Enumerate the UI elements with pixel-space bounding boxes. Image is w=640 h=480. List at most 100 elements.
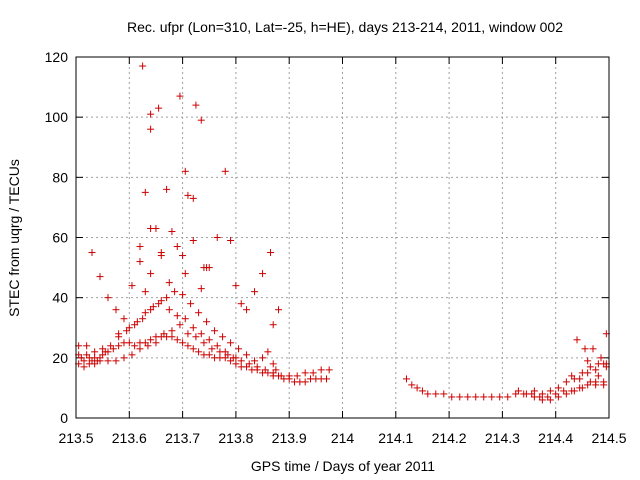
data-point [325,366,333,374]
data-point [269,321,277,329]
data-point [131,342,139,350]
x-axis-label: GPS time / Days of year 2011 [251,458,435,474]
data-point [173,336,181,344]
data-point [120,315,128,323]
data-point [562,390,570,398]
data-point [232,360,240,368]
data-point [104,348,112,356]
data-point [413,384,421,392]
y-tick-label: 40 [52,290,68,306]
x-tick-label: 213.6 [112,430,147,446]
data-point [149,303,157,311]
data-point [203,318,211,326]
data-point [184,342,192,350]
data-point [576,375,584,383]
data-point [568,372,576,380]
data-point [173,243,181,251]
data-point [163,185,171,193]
data-point [147,224,155,232]
data-point [99,345,107,353]
chart-title: Rec. ufpr (Lon=310, Lat=-25, h=HE), days… [127,19,563,35]
data-point [83,342,91,350]
data-point [147,110,155,118]
data-point [584,357,592,365]
data-point [301,369,309,377]
data-point [80,363,88,371]
y-axis-label: STEC from uqrg / TECUs [6,159,22,317]
data-point [176,92,184,100]
data-point [205,336,213,344]
data-point [293,372,301,380]
data-point [221,167,229,175]
data-point [179,252,187,260]
data-point [189,324,197,332]
x-tick-label: 213.7 [165,430,200,446]
y-tick-label: 120 [45,49,69,65]
data-point [269,360,277,368]
y-tick-label: 60 [52,230,68,246]
data-point [187,300,195,308]
data-point [267,249,275,257]
data-point [562,378,570,386]
data-point [530,387,538,395]
data-point [197,330,205,338]
data-point [227,237,235,245]
plot-frame [75,56,610,419]
data-point [245,360,253,368]
data-point [165,279,173,287]
data-point [195,348,203,356]
data-point [157,252,165,260]
data-point [522,390,530,398]
data-point [402,375,410,383]
data-point [309,369,317,377]
x-tick-labels: 213.5 213.6 213.7 213.8 213.9 214 214.1 214.2 21… [58,430,626,446]
data-point [589,345,597,353]
data-point [179,291,187,299]
data-point [195,309,203,317]
y-tick-labels: 0 20 40 60 80 100 120 [45,49,69,426]
data-point [538,396,546,404]
data-point [592,366,600,374]
data-point [221,348,229,356]
data-point [253,363,261,371]
data-point [243,351,251,359]
y-tick-label: 80 [52,169,68,185]
y-tick-label: 20 [52,350,68,366]
data-point [165,306,173,314]
data-point [197,285,205,293]
data-point [592,378,600,386]
data-point [546,387,554,395]
data-point [112,306,120,314]
data-point [141,288,149,296]
data-point [136,243,144,251]
data-point [480,393,488,401]
data-point [213,342,221,350]
x-tick-label: 214.4 [538,430,573,446]
data-point [432,390,440,398]
data-point [408,381,416,389]
data-point [157,297,165,305]
data-point [192,101,200,109]
data-point [160,330,168,338]
data-point [91,348,99,356]
data-point [581,345,589,353]
data-point [181,270,189,278]
data-point [147,125,155,133]
x-tick-label: 214.1 [378,430,413,446]
data-point [584,369,592,377]
data-point [418,387,426,395]
data-point [229,354,237,362]
data-point [125,339,133,347]
x-tick-label: 213.8 [218,430,253,446]
data-point [147,270,155,278]
data-point [91,360,99,368]
data-point [573,336,581,344]
data-point [272,366,280,374]
data-point [168,333,176,341]
data-point [237,300,245,308]
data-point [554,384,562,392]
data-point [275,306,283,314]
data-point [285,372,293,380]
data-point [243,306,251,314]
x-tick-label: 214.2 [432,430,467,446]
